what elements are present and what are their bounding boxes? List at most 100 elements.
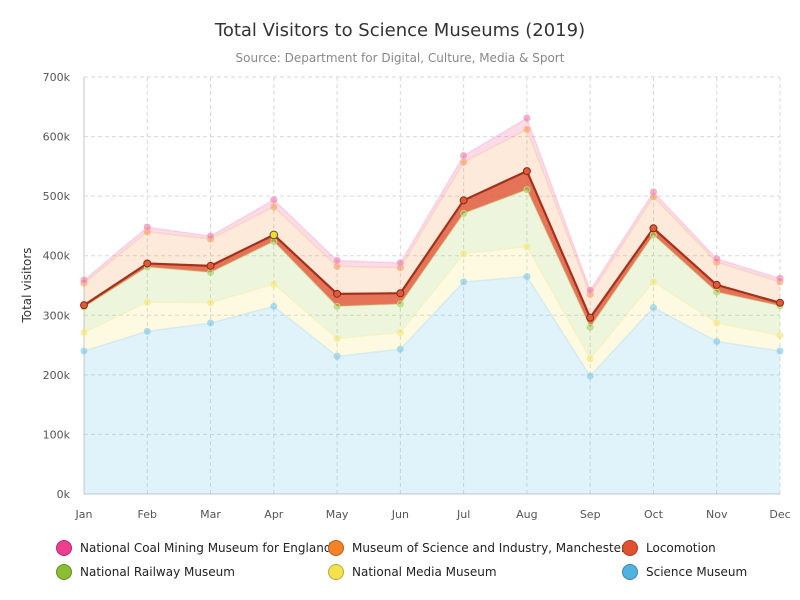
data-point bbox=[396, 289, 405, 298]
data-point bbox=[396, 300, 404, 308]
data-point bbox=[586, 372, 594, 380]
data-point bbox=[522, 167, 531, 176]
legend-item-museum-of-science-and-industry[interactable]: Museum of Science and Industry, Manchest… bbox=[328, 539, 626, 557]
data-point bbox=[523, 273, 531, 281]
data-point bbox=[143, 298, 151, 306]
data-point bbox=[143, 223, 151, 231]
legend-marker-icon bbox=[56, 540, 72, 556]
legend-marker-icon bbox=[56, 564, 72, 580]
x-tick-label: Aug bbox=[516, 508, 537, 521]
data-point bbox=[460, 152, 468, 160]
data-point bbox=[207, 319, 215, 327]
x-tick-label: Jan bbox=[75, 508, 93, 521]
series-line-science-museum bbox=[83, 275, 781, 378]
area-science-museum bbox=[84, 276, 780, 494]
area-national-media-museum bbox=[84, 246, 780, 377]
data-point bbox=[460, 158, 468, 166]
x-tick-label: May bbox=[326, 508, 349, 521]
legend-label: Science Museum bbox=[646, 565, 748, 579]
legend-marker-icon bbox=[622, 540, 638, 556]
data-point bbox=[270, 203, 278, 211]
x-tick-label: Sep bbox=[580, 508, 601, 521]
y-tick-label: 500k bbox=[43, 190, 71, 203]
data-point bbox=[776, 278, 784, 286]
data-point bbox=[713, 337, 721, 345]
x-tick-label: Jul bbox=[456, 508, 470, 521]
y-tick-label: 200k bbox=[43, 369, 71, 382]
legend-label: National Coal Mining Museum for England bbox=[80, 541, 332, 555]
y-tick-label: 0k bbox=[57, 488, 71, 501]
x-tick-label: Apr bbox=[264, 508, 284, 521]
data-point bbox=[460, 209, 468, 217]
data-point bbox=[713, 288, 721, 296]
x-tick-label: Jun bbox=[391, 508, 409, 521]
y-tick-label: 700k bbox=[43, 71, 71, 84]
data-point bbox=[586, 313, 595, 322]
legend-marker-icon bbox=[328, 564, 344, 580]
data-point bbox=[712, 280, 721, 289]
legend-marker-icon bbox=[622, 564, 638, 580]
y-tick-label: 300k bbox=[43, 309, 71, 322]
data-point bbox=[270, 196, 278, 204]
x-tick-label: Oct bbox=[644, 508, 664, 521]
series-line-locomotion bbox=[83, 169, 781, 320]
y-tick-label: 600k bbox=[43, 131, 71, 144]
data-point bbox=[80, 329, 88, 337]
data-point bbox=[523, 125, 531, 133]
legend-label: National Railway Museum bbox=[80, 565, 235, 579]
legend-item-national-coal-mining-museum[interactable]: National Coal Mining Museum for England bbox=[56, 539, 331, 557]
x-tick-label: Feb bbox=[138, 508, 157, 521]
data-point bbox=[523, 186, 531, 194]
data-point bbox=[396, 345, 404, 353]
data-point bbox=[333, 302, 341, 310]
legend-item-locomotion[interactable]: Locomotion bbox=[622, 539, 716, 557]
data-point bbox=[333, 262, 341, 270]
data-point bbox=[270, 237, 278, 245]
legend-label: National Media Museum bbox=[352, 565, 497, 579]
data-point bbox=[80, 301, 88, 310]
series-line-national-coal-mining-museum-for-england bbox=[83, 116, 781, 292]
data-point bbox=[460, 278, 468, 286]
data-point bbox=[713, 255, 721, 263]
data-point bbox=[80, 347, 88, 355]
data-point bbox=[776, 298, 784, 307]
highlighted-point bbox=[269, 230, 279, 240]
data-point bbox=[143, 228, 151, 236]
data-point bbox=[776, 332, 784, 340]
legend-marker-icon bbox=[328, 540, 344, 556]
legend-item-science-museum[interactable]: Science Museum bbox=[622, 563, 747, 581]
data-point bbox=[143, 259, 152, 268]
data-point bbox=[206, 261, 215, 270]
x-tick-label: Nov bbox=[706, 508, 728, 521]
y-axis-label: Total visitors bbox=[20, 247, 34, 323]
series-line-national-media-museum bbox=[83, 245, 781, 361]
data-point bbox=[207, 232, 215, 240]
data-point bbox=[776, 274, 784, 282]
legend-item-national-railway-museum[interactable]: National Railway Museum bbox=[56, 563, 235, 581]
data-point bbox=[649, 193, 657, 201]
data-point bbox=[586, 355, 594, 363]
data-point bbox=[207, 299, 215, 307]
data-point bbox=[649, 224, 658, 233]
series-line-national-railway-museum bbox=[83, 188, 781, 329]
legend-label: Museum of Science and Industry, Manchest… bbox=[352, 541, 626, 555]
legend-label: Locomotion bbox=[646, 541, 716, 555]
data-point bbox=[649, 304, 657, 312]
legend-item-national-media-museum[interactable]: National Media Museum bbox=[328, 563, 497, 581]
data-point bbox=[459, 196, 468, 205]
data-point bbox=[713, 319, 721, 327]
data-point bbox=[523, 243, 531, 251]
data-point bbox=[270, 280, 278, 288]
data-point bbox=[143, 327, 151, 335]
data-point bbox=[80, 276, 88, 284]
data-point bbox=[649, 231, 657, 239]
data-point bbox=[523, 114, 531, 122]
series-line-museum-of-science-and-industry-manchester bbox=[83, 128, 781, 297]
data-point bbox=[586, 286, 594, 294]
data-point bbox=[333, 289, 342, 298]
data-point bbox=[396, 259, 404, 267]
data-point bbox=[776, 347, 784, 355]
data-point bbox=[649, 278, 657, 286]
